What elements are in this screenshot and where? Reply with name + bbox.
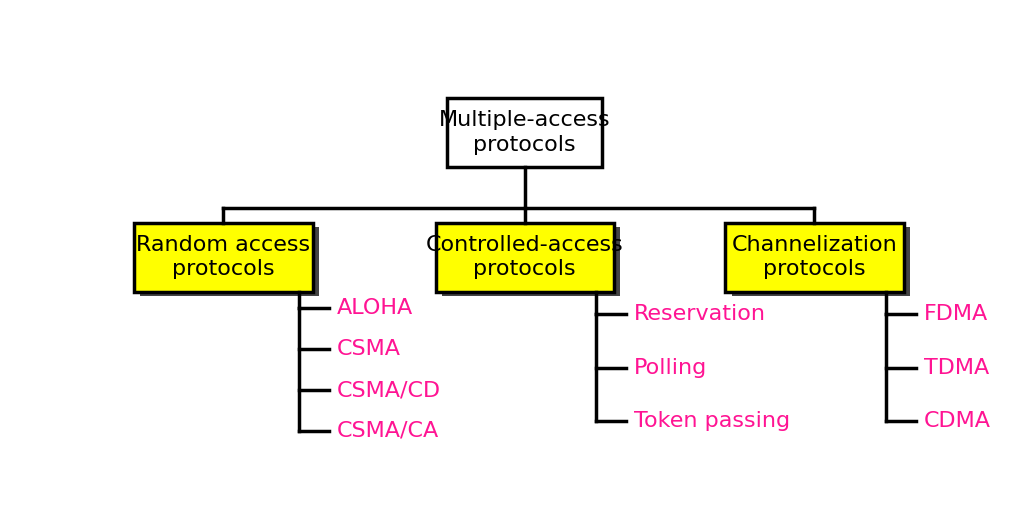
Text: Multiple-access
protocols: Multiple-access protocols xyxy=(439,110,610,155)
FancyBboxPatch shape xyxy=(731,227,910,297)
Text: Polling: Polling xyxy=(634,358,708,378)
FancyBboxPatch shape xyxy=(140,227,318,297)
Text: Controlled-access
protocols: Controlled-access protocols xyxy=(426,234,624,280)
FancyBboxPatch shape xyxy=(134,223,312,292)
FancyBboxPatch shape xyxy=(442,227,621,297)
Text: Token passing: Token passing xyxy=(634,411,791,431)
Text: Channelization
protocols: Channelization protocols xyxy=(731,234,897,280)
Text: Random access
protocols: Random access protocols xyxy=(136,234,310,280)
Text: TDMA: TDMA xyxy=(924,358,989,378)
FancyBboxPatch shape xyxy=(725,223,904,292)
Text: Reservation: Reservation xyxy=(634,304,766,324)
Text: CDMA: CDMA xyxy=(924,411,991,431)
Text: CSMA/CA: CSMA/CA xyxy=(337,421,439,441)
FancyBboxPatch shape xyxy=(435,223,614,292)
FancyBboxPatch shape xyxy=(447,98,602,167)
Text: CSMA/CD: CSMA/CD xyxy=(337,380,441,400)
Text: FDMA: FDMA xyxy=(924,304,988,324)
Text: CSMA: CSMA xyxy=(337,339,400,359)
Text: ALOHA: ALOHA xyxy=(337,299,413,319)
